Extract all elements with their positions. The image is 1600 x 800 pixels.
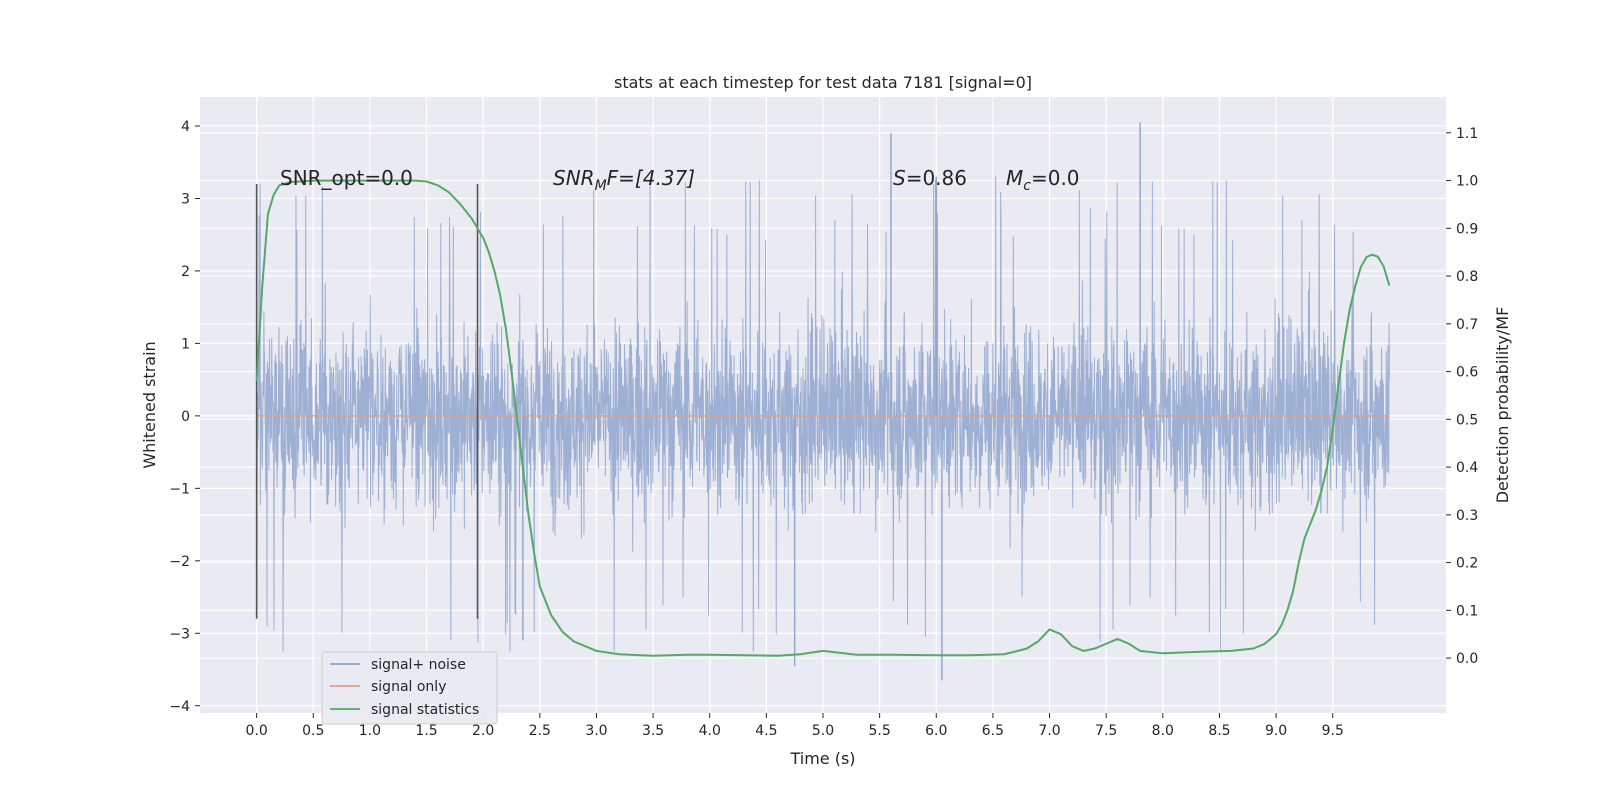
annotation-s: S=0.86 (893, 166, 967, 190)
legend: signal+ noise signal only signal statist… (321, 651, 498, 725)
snr-mf-suffix: F=[4.37] (607, 166, 695, 190)
legend-label-signal-statistics: signal statistics (371, 702, 479, 718)
y2-tick-label: 0.5 (1456, 412, 1478, 428)
y-tick-label: −2 (169, 554, 190, 570)
x-tick-label: 1.5 (415, 723, 437, 739)
x-tick-label: 4.0 (699, 723, 721, 739)
y-tick-label: 1 (181, 336, 190, 352)
x-tick-label: 5.0 (812, 723, 834, 739)
y-tick-label: −3 (169, 626, 190, 642)
x-axis-label: Time (s) (789, 749, 855, 768)
annotation-snr-opt: SNR_opt=0.0 (280, 166, 413, 190)
y-tick-label: 2 (181, 264, 190, 280)
y2-tick-label: 0.7 (1456, 317, 1478, 333)
x-tick-label: 1.0 (359, 723, 381, 739)
x-tick-label: 6.5 (982, 723, 1004, 739)
legend-box (321, 651, 498, 725)
x-tick-label: 8.0 (1152, 723, 1174, 739)
y-tick-label: 3 (181, 191, 190, 207)
y-axis-label: Whitened strain (140, 341, 159, 468)
snr-mf-subscript: M (595, 178, 607, 194)
x-tick-label: 8.5 (1208, 723, 1230, 739)
x-tick-label: 2.0 (472, 723, 494, 739)
legend-label-signal-noise: signal+ noise (371, 657, 466, 673)
s-symbol: S (893, 166, 906, 190)
y2-tick-label: 0.0 (1456, 651, 1478, 667)
window-markers (255, 183, 479, 619)
y2-tick-label: 1.0 (1456, 174, 1478, 190)
chart-title: stats at each timestep for test data 718… (614, 73, 1032, 92)
x-tick-label: 3.0 (585, 723, 607, 739)
annotation-snr-mf: SNRMF=[4.37] (553, 166, 695, 194)
y2-tick-label: 0.1 (1456, 603, 1478, 619)
x-tick-label: 9.5 (1322, 723, 1344, 739)
mc-value: =0.0 (1031, 166, 1080, 190)
y-tick-label: 4 (181, 119, 190, 135)
signal-plus-noise-series (256, 122, 1390, 681)
mc-subscript: c (1023, 178, 1031, 194)
x-tick-label: 2.5 (529, 723, 551, 739)
x-tick-label: 0.0 (246, 723, 268, 739)
left-axis-ticks: 4 3 2 1 0 −1 −2 −3 −4 (169, 119, 200, 715)
signal-plus-noise-line (256, 175, 1390, 652)
signal-statistics-series (255, 179, 1391, 657)
y2-tick-label: 0.2 (1456, 556, 1478, 572)
y2-tick-label: 0.9 (1456, 221, 1478, 237)
x-tick-label: 6.0 (925, 723, 947, 739)
y2-tick-label: 0.6 (1456, 365, 1478, 381)
y2-tick-label: 0.4 (1456, 460, 1478, 476)
y2-tick-label: 0.3 (1456, 508, 1478, 524)
y2-tick-label: 1.1 (1456, 126, 1478, 142)
signal-statistics-line (255, 179, 1391, 657)
x-axis-ticks: 0.0 0.5 1.0 1.5 2.0 2.5 3.0 3.5 4.0 4.5 5.0 5.5 6.0 6… (246, 713, 1344, 739)
y2-tick-label: 0.8 (1456, 269, 1478, 285)
right-axis-ticks: 1.1 1.0 0.9 0.8 0.7 0.6 0.5 0.4 0.3 0.2 0.1 0.0 (1446, 126, 1478, 667)
x-tick-label: 5.5 (869, 723, 891, 739)
x-tick-label: 7.0 (1038, 723, 1060, 739)
x-tick-label: 7.5 (1095, 723, 1117, 739)
y-tick-label: −4 (169, 699, 190, 715)
x-tick-label: 9.0 (1265, 723, 1287, 739)
mc-symbol: M (1006, 166, 1023, 190)
x-tick-label: 0.5 (302, 723, 324, 739)
x-tick-label: 3.5 (642, 723, 664, 739)
x-tick-label: 4.5 (755, 723, 777, 739)
annotation-mc: Mc=0.0 (1006, 166, 1080, 194)
y-tick-label: −1 (169, 481, 190, 497)
s-value: =0.86 (906, 166, 967, 190)
y-tick-label: 0 (181, 409, 190, 425)
legend-label-signal-only: signal only (371, 679, 446, 695)
y2-axis-label: Detection probability/MF (1493, 307, 1512, 504)
snr-mf-prefix: SNR (553, 166, 595, 190)
